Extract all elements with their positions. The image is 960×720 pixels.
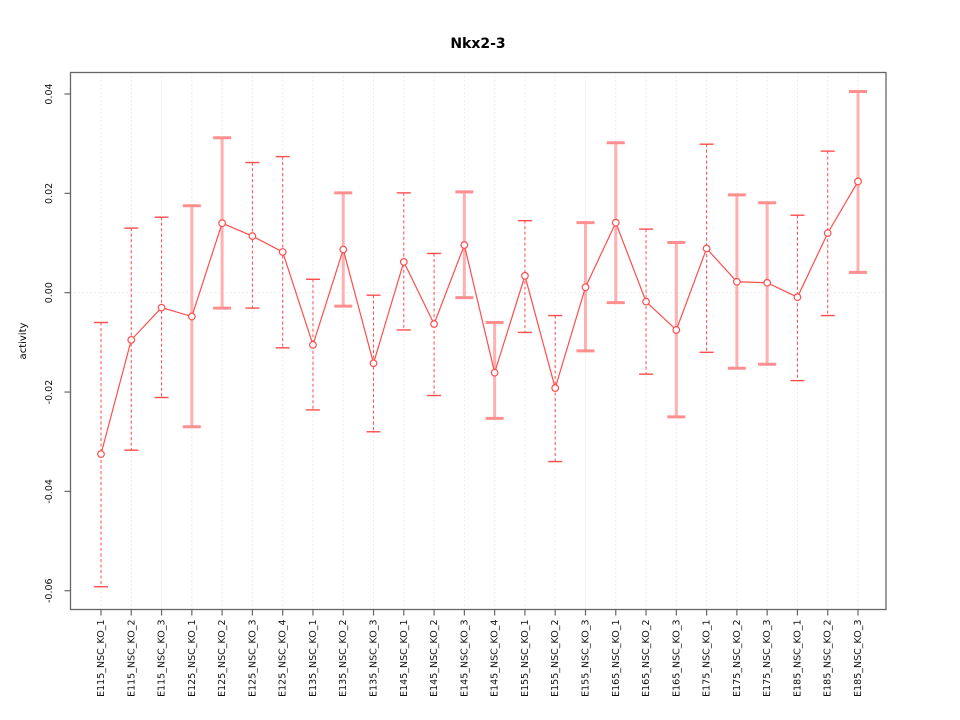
x-tick-label: E125_NSC_KO_1 (187, 620, 198, 697)
x-tick-label: E185_NSC_KO_1 (792, 620, 803, 697)
x-tick-label: E155_NSC_KO_2 (550, 620, 561, 697)
x-tick-label: E165_NSC_KO_2 (641, 620, 652, 697)
data-point-marker (278, 248, 287, 256)
data-point-marker (460, 241, 469, 249)
x-tick-label: E165_NSC_KO_1 (611, 620, 622, 697)
x-tick-label: E115_NSC_KO_3 (157, 620, 168, 697)
data-point-marker (218, 219, 227, 228)
data-point-marker (309, 340, 317, 349)
chart-title: Nkx2-3 (450, 36, 505, 52)
x-tick-label: E145_NSC_KO_4 (490, 620, 501, 697)
data-point-marker (521, 271, 529, 280)
data-point-marker (551, 384, 560, 392)
x-tick-label: E125_NSC_KO_4 (278, 620, 289, 697)
plot-border (69, 71, 887, 611)
data-point-marker (763, 278, 772, 287)
x-tick-label: E185_NSC_KO_3 (853, 620, 864, 697)
data-point-marker (97, 450, 105, 459)
x-tick-label: E155_NSC_KO_1 (520, 620, 531, 697)
data-point-marker (581, 283, 590, 292)
x-tick-label: E145_NSC_KO_3 (459, 620, 470, 697)
data-point-marker (732, 277, 741, 286)
y-tick-label: 0.00 (44, 282, 55, 303)
data-point-marker (187, 312, 196, 321)
x-tick-label: E125_NSC_KO_2 (217, 620, 228, 697)
data-point-marker (248, 232, 257, 240)
x-tick-label: E175_NSC_KO_1 (702, 620, 713, 697)
x-tick-label: E145_NSC_KO_2 (429, 620, 440, 697)
x-tick-label: E185_NSC_KO_2 (823, 620, 834, 697)
data-point-marker (793, 293, 802, 302)
x-tick-label: E115_NSC_KO_1 (96, 620, 107, 697)
data-point-marker (490, 368, 499, 377)
x-tick-label: E175_NSC_KO_3 (762, 620, 773, 697)
y-tick-label: 0.02 (44, 183, 55, 204)
data-point-marker (127, 335, 136, 344)
series-line (100, 181, 859, 455)
x-tick-label: E115_NSC_KO_2 (126, 620, 137, 697)
chart-canvas: -0.06 -0.04 -0.02 0.00 0.02 0.04 E115_NSC_KO_1… (44, 71, 887, 697)
data-point-marker (611, 218, 620, 227)
data-point-marker (339, 245, 348, 254)
y-axis-label: activity (18, 322, 29, 359)
y-tick-label: -0.02 (44, 380, 55, 405)
x-tick-label: E165_NSC_KO_3 (671, 620, 682, 697)
data-point-marker (672, 326, 681, 334)
data-point-marker (369, 359, 378, 368)
data-point-marker (430, 320, 438, 328)
x-tick-label: E125_NSC_KO_3 (247, 620, 258, 697)
data-point-marker (854, 177, 862, 186)
data-point-marker (642, 297, 650, 306)
x-tick-label: E145_NSC_KO_1 (399, 620, 410, 697)
y-tick-label: -0.06 (44, 578, 55, 603)
data-point-marker (823, 229, 832, 237)
y-tick-label: 0.04 (44, 83, 55, 104)
data-point-marker (399, 258, 408, 266)
x-tick-label: E135_NSC_KO_3 (369, 620, 380, 697)
y-tick-label: -0.04 (44, 479, 55, 504)
x-tick-label: E135_NSC_KO_1 (308, 620, 319, 697)
x-tick-label: E155_NSC_KO_3 (580, 620, 591, 697)
x-tick-label: E175_NSC_KO_2 (732, 620, 743, 697)
x-tick-label: E135_NSC_KO_2 (338, 620, 349, 697)
data-point-marker (157, 303, 166, 312)
data-point-marker (702, 244, 711, 253)
